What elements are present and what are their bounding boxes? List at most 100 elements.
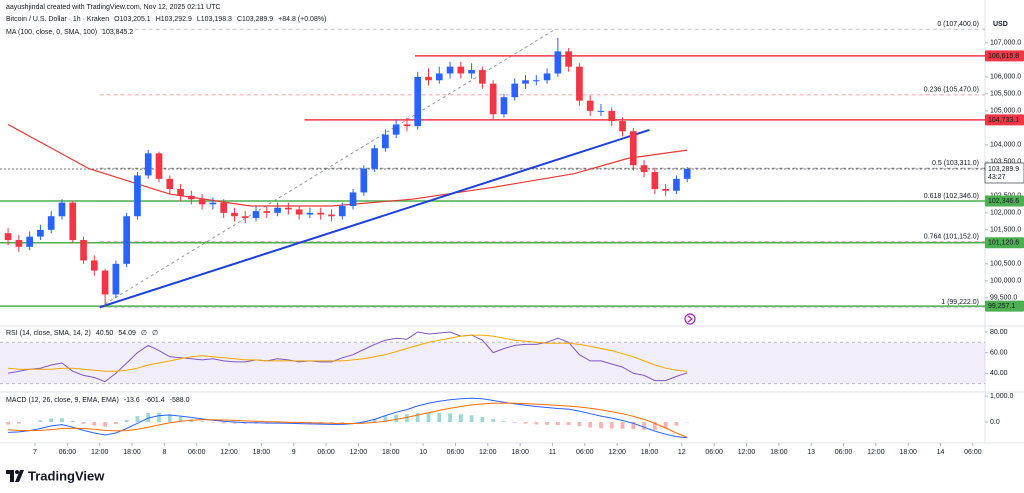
alert-icon-arrow[interactable]	[687, 315, 693, 323]
rsi-legend-value: 54.09	[118, 330, 136, 337]
candle-body	[479, 70, 486, 84]
candle-body	[101, 270, 109, 295]
macd-histogram-bar	[502, 421, 506, 423]
macd-histogram-bar	[512, 422, 517, 423]
macd-histogram-bar	[652, 422, 657, 430]
macd-histogram-bar	[415, 412, 420, 423]
macd-histogram-bar	[167, 414, 172, 423]
trendline	[99, 128, 650, 309]
fib-label: 0.618 (102,346.0)	[924, 193, 979, 200]
candle-body	[58, 202, 66, 217]
macd-histogram-bar	[92, 422, 97, 426]
macd-histogram-bar	[555, 422, 560, 426]
brand-name: TradingView	[28, 468, 105, 483]
macd-histogram-bar	[394, 414, 399, 423]
x-tick-label: 18:00	[123, 449, 141, 456]
x-tick-label: 18:00	[641, 449, 659, 456]
candle-body	[80, 240, 87, 261]
fib-label: 0.5 (103,311.0)	[932, 160, 979, 167]
macd-histogram-bar	[16, 422, 21, 424]
macd-histogram-bar	[60, 418, 64, 423]
logo-dot	[15, 470, 19, 474]
candle-body	[597, 110, 605, 112]
candle-body	[155, 153, 163, 179]
macd-histogram-bar	[361, 420, 366, 423]
macd-legend-value: -13.6	[124, 397, 140, 404]
level-tag-bg	[985, 195, 1024, 207]
ohlc-value: L103,198.3	[197, 16, 232, 23]
macd-histogram-bar	[340, 422, 345, 423]
x-tick-label: 13	[807, 449, 815, 456]
macd-histogram-bar	[426, 412, 431, 423]
candle-body	[15, 240, 23, 247]
y-tick-label: 103,500.0	[990, 159, 1021, 166]
macd-histogram-bar	[146, 412, 151, 423]
candle-body	[144, 153, 152, 176]
macd-histogram-bar	[577, 422, 582, 427]
candle-body	[662, 189, 669, 191]
logo-slash	[15, 470, 24, 482]
level-tag: 102,346.6	[988, 198, 1019, 205]
candle-body	[619, 121, 626, 132]
x-tick-label: 18:00	[382, 449, 400, 456]
candle-body	[112, 263, 120, 295]
y-tick-label: 102,000.0	[990, 210, 1021, 217]
alert-icon[interactable]	[684, 313, 696, 325]
y-tick-label: 104,000.0	[990, 142, 1021, 149]
x-tick-label: 18:00	[770, 449, 788, 456]
macd-histogram-bar	[38, 420, 43, 423]
candle-body	[500, 97, 508, 115]
candle-body	[134, 175, 141, 217]
moving-average	[7, 123, 688, 207]
macd-histogram-bar	[620, 422, 625, 429]
candle-body	[285, 207, 292, 210]
macd-histogram-bar	[448, 413, 452, 423]
candle-body	[349, 192, 357, 207]
fib-label: 1 (99,222.0)	[941, 299, 979, 306]
alert-icon-ring[interactable]	[684, 313, 696, 325]
candle-body	[489, 83, 497, 115]
candle-body	[576, 66, 583, 101]
ohlc-value: +84.8 (+0.08%)	[278, 16, 326, 23]
candle-body	[317, 212, 325, 215]
macd-legend-value: -588.0	[170, 397, 190, 404]
macd-histogram-bar	[458, 414, 463, 423]
candle-body	[554, 51, 562, 74]
fib-label: 0.764 (101,152.0)	[924, 233, 979, 240]
x-tick-label: 18:00	[899, 449, 917, 456]
x-tick-label: 14	[937, 449, 945, 456]
y-tick-label: 80.00	[990, 329, 1008, 336]
level-tag: 106,615.8	[988, 53, 1019, 60]
candle-body	[177, 189, 184, 196]
candle-body	[403, 124, 411, 127]
x-tick-label: 7	[33, 449, 37, 456]
candle-body	[252, 211, 260, 218]
macd-histogram-bar	[631, 422, 636, 430]
level-tag-bg	[985, 50, 1024, 62]
macd-histogram-bar	[372, 419, 377, 423]
candle-body	[425, 76, 432, 81]
x-tick-label: 10	[419, 449, 427, 456]
x-tick-label: 11	[549, 449, 556, 456]
candle-body	[220, 202, 228, 213]
candle-body	[26, 236, 33, 247]
current-tag: 103,289.9	[988, 166, 1019, 173]
brand-logo	[6, 470, 24, 482]
macd-histogram-bar	[609, 422, 614, 429]
x-tick-label: 06:00	[576, 449, 594, 456]
currency: USD	[993, 21, 1008, 28]
macd-histogram-bar	[157, 412, 161, 423]
level-tag: 101,120.6	[988, 240, 1019, 247]
macd-histogram-bar	[81, 422, 86, 424]
fib-label: 0 (107,400.0)	[937, 21, 979, 28]
macd-histogram-bar	[232, 422, 237, 424]
candle-body	[565, 51, 572, 67]
macd-histogram-bar	[437, 412, 442, 423]
level-tag-bg	[985, 300, 1024, 312]
rsi-legend-value: 40.50	[96, 330, 114, 337]
x-tick-label: 06:00	[447, 449, 465, 456]
candle-body	[522, 80, 529, 84]
y-tick-label: 60.00	[990, 349, 1008, 356]
x-tick-label: 12:00	[350, 449, 368, 456]
fib-label: 0.236 (105,470.0)	[924, 87, 979, 94]
